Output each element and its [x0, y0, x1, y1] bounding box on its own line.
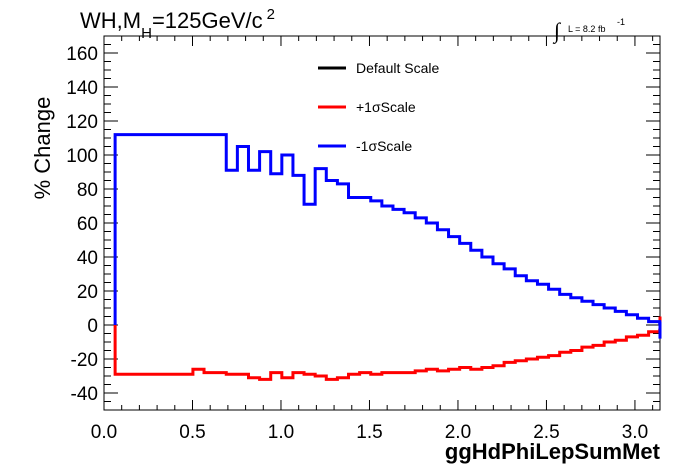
- y-tick-label: 0: [87, 316, 98, 337]
- y-tick-label: 120: [66, 112, 98, 133]
- y-tick-label: -40: [71, 384, 98, 405]
- x-axis-label: ggHdPhiLepSumMet: [445, 439, 661, 464]
- x-tick-label: 0.0: [91, 422, 117, 443]
- y-tick-label: 20: [77, 282, 98, 303]
- chart-title: WH,MH=125GeV/c 2: [80, 6, 275, 42]
- plot-frame: [103, 35, 661, 411]
- series-layer: [113, 133, 662, 381]
- series--1-scale: [113, 133, 662, 339]
- legend: Default Scale +1σScale -1σScale: [318, 60, 439, 154]
- series--1-scale: [113, 316, 662, 381]
- y-tick-label: 80: [77, 180, 98, 201]
- axis-ticks: 0.0 0.5 1.0 1.5 2.0 2.5 3.0 -40 -20 0 20 40 60 80 100 1…: [66, 36, 660, 443]
- x-tick-label: 2.5: [533, 422, 559, 443]
- y-tick-label: -20: [71, 350, 98, 371]
- lumi-text: L = 8.2 fb: [568, 24, 605, 34]
- x-tick-label: 3.0: [622, 422, 648, 443]
- y-tick-label: 40: [77, 248, 98, 269]
- x-tick-label: 1.5: [356, 422, 382, 443]
- x-tick-label: 2.0: [445, 422, 471, 443]
- y-tick-label: 100: [66, 146, 98, 167]
- x-tick-label: 1.0: [268, 422, 294, 443]
- y-tick-label: 60: [77, 214, 98, 235]
- legend-label: Default Scale: [356, 60, 439, 76]
- y-tick-label: 160: [66, 44, 98, 65]
- x-tick-label: 0.5: [179, 422, 205, 443]
- lumi-exponent: -1: [617, 17, 625, 27]
- integral-sign: ∫: [552, 18, 562, 44]
- legend-label: -1σScale: [356, 138, 412, 154]
- legend-label: +1σScale: [356, 99, 416, 115]
- luminosity-label: ∫ L = 8.2 fb -1: [552, 17, 625, 44]
- y-axis-label: % Change: [30, 97, 55, 200]
- y-tick-label: 140: [66, 78, 98, 99]
